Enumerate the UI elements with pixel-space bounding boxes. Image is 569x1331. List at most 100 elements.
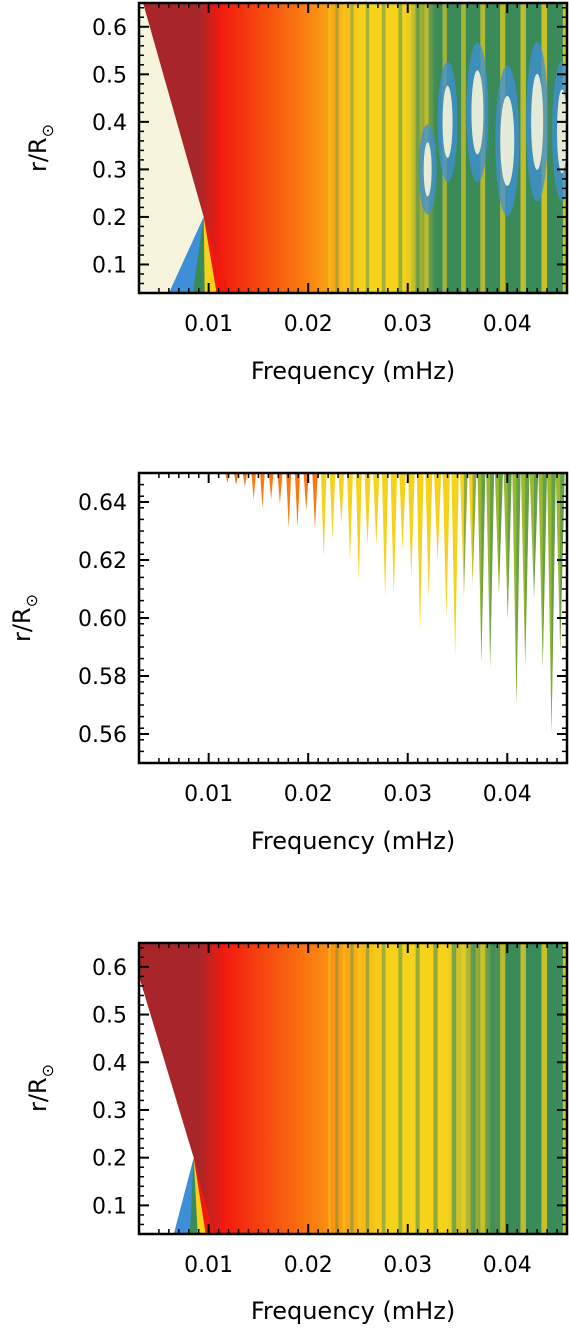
stripe <box>442 943 447 1234</box>
stripe <box>510 943 516 1234</box>
stripe <box>415 943 420 1234</box>
x-tick-label: 0.02 <box>284 1253 333 1278</box>
spike-shade <box>507 473 512 620</box>
y-axis-title-top: r/R⊙ <box>24 124 57 172</box>
stripe <box>381 943 386 1234</box>
spike-shade <box>525 473 530 666</box>
x-tick-label: 0.02 <box>284 312 333 337</box>
spike <box>234 473 239 486</box>
stripe <box>398 943 403 1234</box>
spike-shade <box>481 473 486 663</box>
spike <box>260 473 265 509</box>
x-tick-label: 0.01 <box>184 1253 233 1278</box>
spike <box>442 473 450 618</box>
spike-shade <box>534 473 539 599</box>
spike <box>286 473 292 529</box>
spike <box>364 473 371 546</box>
spike <box>355 473 362 582</box>
stripe <box>424 943 429 1234</box>
spike <box>242 473 248 487</box>
stripe <box>365 943 370 1234</box>
stripe <box>433 943 438 1234</box>
spike <box>373 473 380 546</box>
stripe <box>390 3 394 293</box>
stripe <box>470 943 476 1234</box>
y-tick-label: 0.2 <box>92 1147 127 1172</box>
ticks-top: 0.01 0.02 0.03 0.04 0.1 0.2 0.3 0.4 0.5 0.6 <box>92 3 567 337</box>
spike <box>408 473 415 577</box>
stripe <box>357 943 362 1234</box>
stripe <box>365 3 370 293</box>
stripe <box>342 943 346 1234</box>
x-axis-title-bottom: Frequency (mHz) <box>251 1297 455 1325</box>
spike-shade <box>498 473 503 594</box>
heatmap-background <box>139 473 567 763</box>
stripe <box>357 3 362 293</box>
stripe <box>480 943 486 1234</box>
stripe <box>415 3 420 293</box>
spike <box>434 473 442 561</box>
spike <box>338 473 345 524</box>
spike-shade <box>542 473 547 669</box>
y-tick-label: 0.5 <box>92 1004 127 1029</box>
y-tick-label: 0.64 <box>78 491 127 516</box>
wedge-ivory <box>139 976 194 1234</box>
stripe <box>381 3 386 293</box>
y-axis-title-middle: r/R⊙ <box>8 594 41 642</box>
x-tick-label: 0.03 <box>383 312 432 337</box>
stripe <box>552 943 558 1234</box>
x-tick-label: 0.03 <box>383 1253 432 1278</box>
stripe <box>520 3 526 293</box>
spike <box>312 473 318 530</box>
y-tick-label: 0.58 <box>78 665 127 690</box>
y-tick-label: 0.6 <box>92 16 127 41</box>
y-tick-label: 0.4 <box>92 111 127 136</box>
spike-shade <box>490 473 495 668</box>
panel-top: 0.01 0.02 0.03 0.040.10.20.30.40.50.6 r/R⊙ … <box>24 1 569 385</box>
heatmap-middle <box>139 473 567 763</box>
spike <box>294 473 300 528</box>
y-tick-label: 0.1 <box>92 1194 127 1219</box>
stripe <box>562 943 567 1234</box>
stripe <box>530 943 537 1234</box>
stripe <box>500 943 506 1234</box>
heatmap-background <box>139 943 567 1234</box>
stripe <box>373 3 378 293</box>
stripe <box>335 3 339 293</box>
stripe <box>451 943 457 1234</box>
spike <box>251 473 256 500</box>
cavity-core <box>531 73 544 170</box>
y-axis-title-bottom: r/R⊙ <box>24 1064 57 1112</box>
spike <box>451 473 459 657</box>
x-axis-title-middle: Frequency (mHz) <box>251 827 455 855</box>
spike <box>416 473 424 632</box>
x-tick-label: 0.04 <box>483 782 532 807</box>
panel-middle: 0.01 0.02 0.03 0.04 0.56 0.58 0.60 0.62 0.64 r/R… <box>8 471 569 855</box>
spike <box>321 473 327 558</box>
spike-shade <box>472 473 477 583</box>
heatmap-top <box>139 3 567 293</box>
plot-frame-bottom <box>137 941 569 1236</box>
stripe <box>461 943 466 1234</box>
y-tick-label: 0.60 <box>78 607 127 632</box>
stripe <box>342 3 346 293</box>
spike-shade <box>560 473 565 653</box>
ticks-middle: 0.01 0.02 0.03 0.04 0.56 0.58 0.60 0.62 0.64 <box>78 472 567 807</box>
stripe <box>398 3 403 293</box>
spike <box>347 473 353 562</box>
y-tick-label: 0.1 <box>92 253 127 278</box>
stripe <box>350 943 354 1234</box>
x-tick-label: 0.01 <box>184 782 233 807</box>
stripe <box>490 943 496 1234</box>
spike <box>381 473 389 598</box>
x-axis-title-top: Frequency (mHz) <box>251 357 455 385</box>
y-tick-label: 0.3 <box>92 1099 127 1124</box>
x-tick-label: 0.02 <box>284 782 333 807</box>
cavity-core <box>423 142 432 197</box>
stripe <box>461 3 466 293</box>
spike <box>399 473 406 551</box>
cavity-core <box>442 85 453 158</box>
stripe <box>390 943 394 1234</box>
spike-shade <box>463 473 468 597</box>
